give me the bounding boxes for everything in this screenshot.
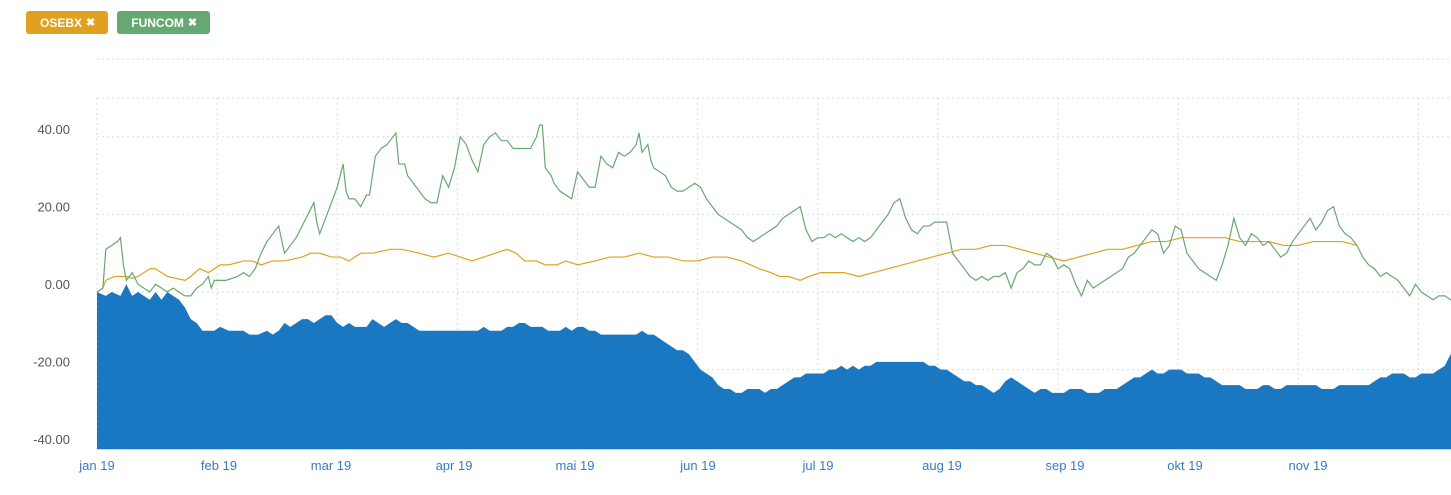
- x-tick-label: nov 19: [1288, 458, 1327, 473]
- legend-tag-funcom[interactable]: FUNCOM ✖: [117, 11, 211, 34]
- close-icon[interactable]: ✖: [187, 17, 198, 29]
- x-tick-label: apr 19: [436, 458, 473, 473]
- x-axis: jan 19 feb 19 mar 19 apr 19 mai 19 jun 19 jul …: [78, 458, 1327, 473]
- line-series: [96, 124, 1451, 301]
- y-tick-label: -40.00: [33, 432, 70, 447]
- x-tick-label: mai 19: [555, 458, 594, 473]
- series-line-funcom: [96, 124, 1451, 301]
- area-series-fill: [97, 284, 1451, 450]
- close-icon[interactable]: ✖: [86, 17, 96, 29]
- legend: OSEBX ✖ FUNCOM ✖: [26, 11, 211, 34]
- area-series: [97, 284, 1451, 450]
- x-tick-label: mar 19: [311, 458, 351, 473]
- x-tick-label: jan 19: [78, 458, 114, 473]
- x-tick-label: feb 19: [201, 458, 237, 473]
- legend-tag-osebx[interactable]: OSEBX ✖: [26, 11, 109, 34]
- y-tick-label: 0.00: [45, 277, 70, 292]
- legend-label-osebx: OSEBX: [40, 15, 83, 30]
- x-tick-label: sep 19: [1045, 458, 1084, 473]
- x-tick-label: okt 19: [1167, 458, 1202, 473]
- x-tick-label: jun 19: [679, 458, 715, 473]
- series-line-osebx: [96, 237, 1358, 293]
- y-tick-label: -20.00: [33, 355, 70, 370]
- x-tick-label: jul 19: [801, 458, 833, 473]
- y-tick-label: 20.00: [37, 199, 70, 214]
- legend-label-funcom: FUNCOM: [131, 15, 184, 30]
- y-axis: -40.00 -20.00 0.00 20.00 40.00: [33, 122, 70, 447]
- y-tick-label: 40.00: [37, 122, 70, 137]
- x-tick-label: aug 19: [922, 458, 962, 473]
